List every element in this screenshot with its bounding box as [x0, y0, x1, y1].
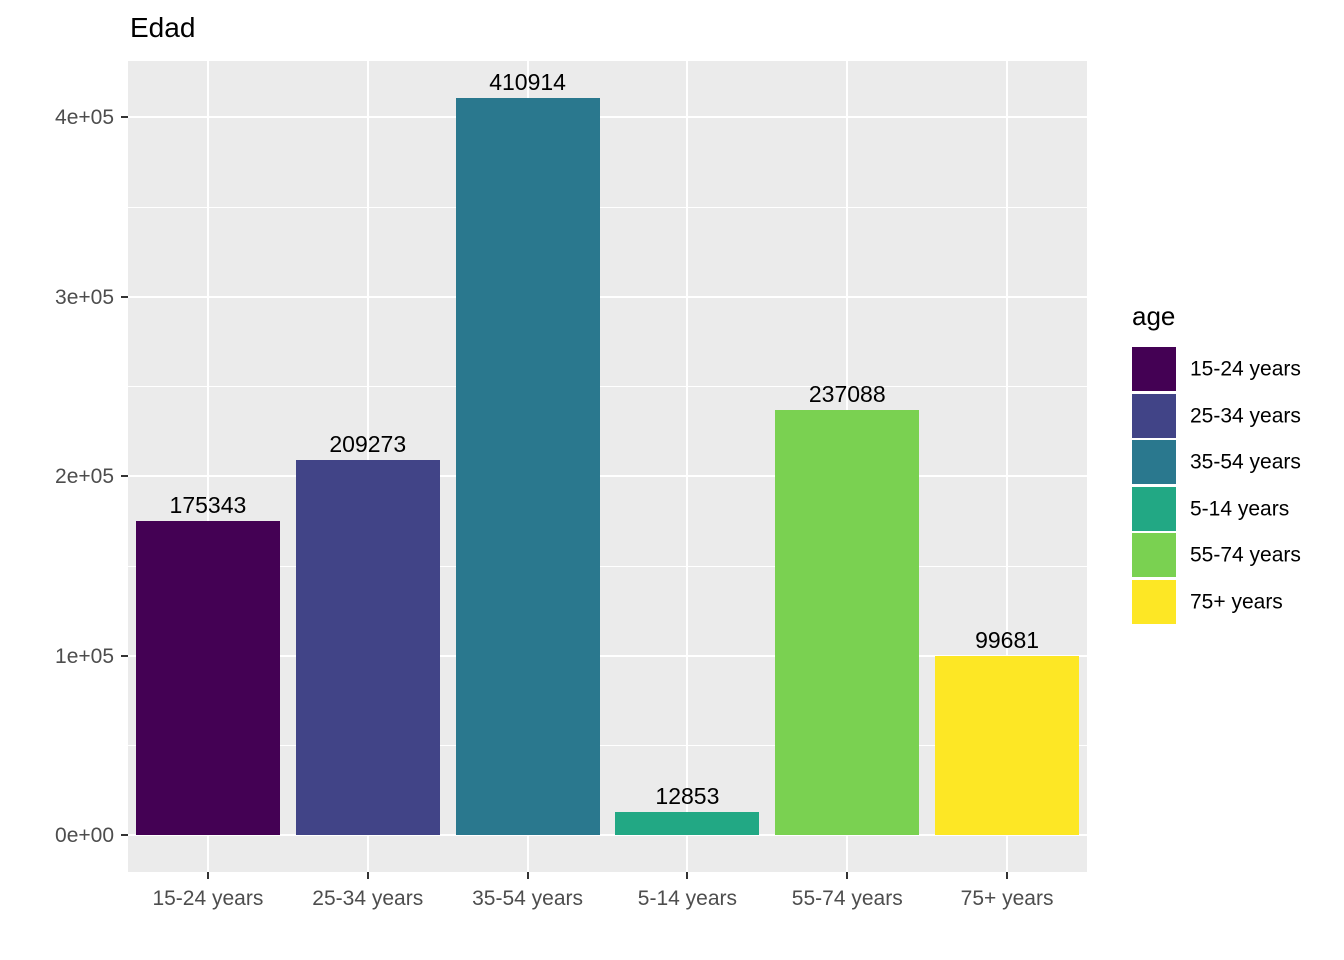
legend-item-label: 75+ years — [1190, 590, 1283, 613]
minor-gridline — [128, 744, 1087, 746]
x-axis-tick-label: 35-54 years — [472, 887, 584, 910]
legend-swatch — [1132, 579, 1176, 624]
y-axis-tick-label: 3e+05 — [55, 285, 114, 309]
plot-panel — [128, 61, 1087, 872]
legend-item-label: 55-74 years — [1190, 543, 1301, 567]
legend-swatch — [1132, 440, 1176, 484]
legend-title: age — [1132, 301, 1176, 331]
legend-item-label: 25-34 years — [1190, 404, 1301, 427]
legend-item-label: 35-54 years — [1190, 450, 1301, 474]
major-gridline — [128, 475, 1087, 478]
legend-swatch — [1132, 486, 1176, 531]
legend-item: 35-54 years — [1132, 440, 1322, 484]
legend-swatch — [1132, 393, 1176, 438]
x-axis-tick — [846, 872, 849, 879]
bar-55-74 years — [775, 409, 920, 836]
legend-item: 5-14 years — [1132, 486, 1322, 531]
legend-swatch — [1132, 533, 1176, 577]
bar-value-label: 237088 — [808, 380, 886, 407]
legend-item: 25-34 years — [1132, 393, 1322, 438]
x-axis-tick-label: 75+ years — [960, 887, 1054, 910]
y-axis-tick-label: 2e+05 — [55, 465, 114, 489]
y-axis-tick — [121, 475, 128, 478]
x-axis-tick — [686, 872, 689, 879]
bar-15-24 years — [135, 520, 280, 836]
bar-value-label: 175343 — [169, 491, 247, 518]
y-axis-tick-label: 1e+05 — [55, 644, 114, 668]
major-gridline — [128, 295, 1087, 298]
y-axis-tick — [121, 295, 128, 298]
bar-5-14 years — [615, 812, 760, 836]
x-axis-tick — [1006, 872, 1009, 879]
major-gridline — [128, 654, 1087, 657]
x-axis-tick — [526, 872, 529, 879]
y-axis-tick-label: 4e+05 — [55, 106, 114, 130]
legend: age 15-24 years 25-34 years 35-54 years 5-1… — [1132, 301, 1301, 626]
legend-item: 15-24 years — [1132, 347, 1322, 391]
bar-25-34 years — [295, 459, 440, 836]
minor-gridline — [128, 206, 1087, 208]
bar-value-label: 99681 — [975, 627, 1040, 654]
chart-title: Edad — [130, 12, 196, 43]
bar-value-label: 410914 — [489, 68, 566, 95]
minor-gridline — [128, 386, 1087, 388]
vertical-gridline — [686, 61, 689, 872]
x-axis-tick-label: 15-24 years — [152, 887, 264, 910]
legend-items: 15-24 years 25-34 years 35-54 years 5-14 ye… — [1132, 347, 1301, 626]
legend-swatch — [1132, 347, 1176, 391]
x-axis-tick — [206, 872, 209, 879]
major-gridline — [128, 834, 1087, 837]
y-axis-tick — [121, 654, 128, 657]
legend-item-label: 15-24 years — [1190, 357, 1301, 381]
x-axis-tick-label: 55-74 years — [791, 887, 903, 910]
legend-item-label: 5-14 years — [1190, 497, 1290, 520]
x-axis-tick-label: 25-34 years — [312, 887, 424, 910]
x-axis-tick-label: 5-14 years — [637, 887, 738, 910]
major-gridline — [128, 116, 1087, 119]
y-axis-tick-label: 0e+00 — [55, 824, 114, 848]
legend-item: 75+ years — [1132, 579, 1322, 624]
legend-item: 55-74 years — [1132, 533, 1322, 577]
bar-value-label: 12853 — [655, 783, 720, 810]
y-axis-tick — [121, 116, 128, 119]
x-axis-tick — [366, 872, 369, 879]
y-axis-tick — [121, 834, 128, 837]
minor-gridline — [128, 565, 1087, 567]
vertical-gridline — [1006, 61, 1009, 872]
vertical-gridline — [206, 61, 209, 872]
bar-75+ years — [935, 656, 1079, 836]
bar-value-label: 209273 — [329, 430, 407, 457]
bar-35-54 years — [455, 97, 600, 836]
